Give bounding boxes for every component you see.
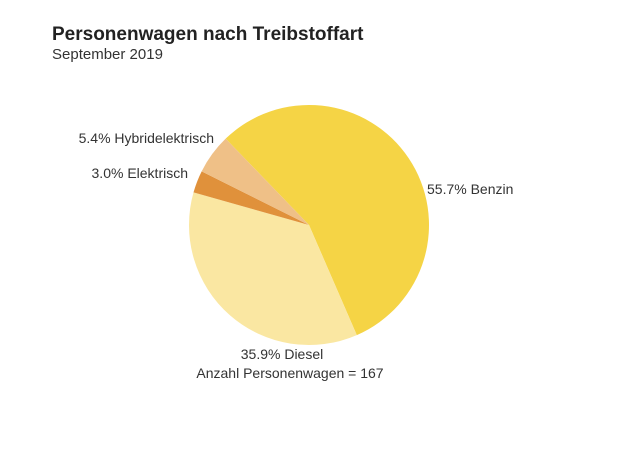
annotation-count: Anzahl Personenwagen = 167 <box>196 365 383 381</box>
label-diesel: 35.9% Diesel <box>241 346 324 362</box>
chart-title: Personenwagen nach Treibstoffart <box>52 24 364 45</box>
chart-subtitle: September 2019 <box>52 46 163 63</box>
pie-slice-benzin <box>225 105 429 336</box>
pie-slice-elektrisch <box>193 171 309 225</box>
pie-slice-diesel <box>189 192 357 345</box>
label-elektrisch: 3.0% Elektrisch <box>92 165 188 181</box>
pie-slice-hybridelektrisch <box>201 138 309 225</box>
label-benzin: 55.7% Benzin <box>427 181 513 197</box>
label-hybridelektrisch: 5.4% Hybridelektrisch <box>79 130 214 146</box>
